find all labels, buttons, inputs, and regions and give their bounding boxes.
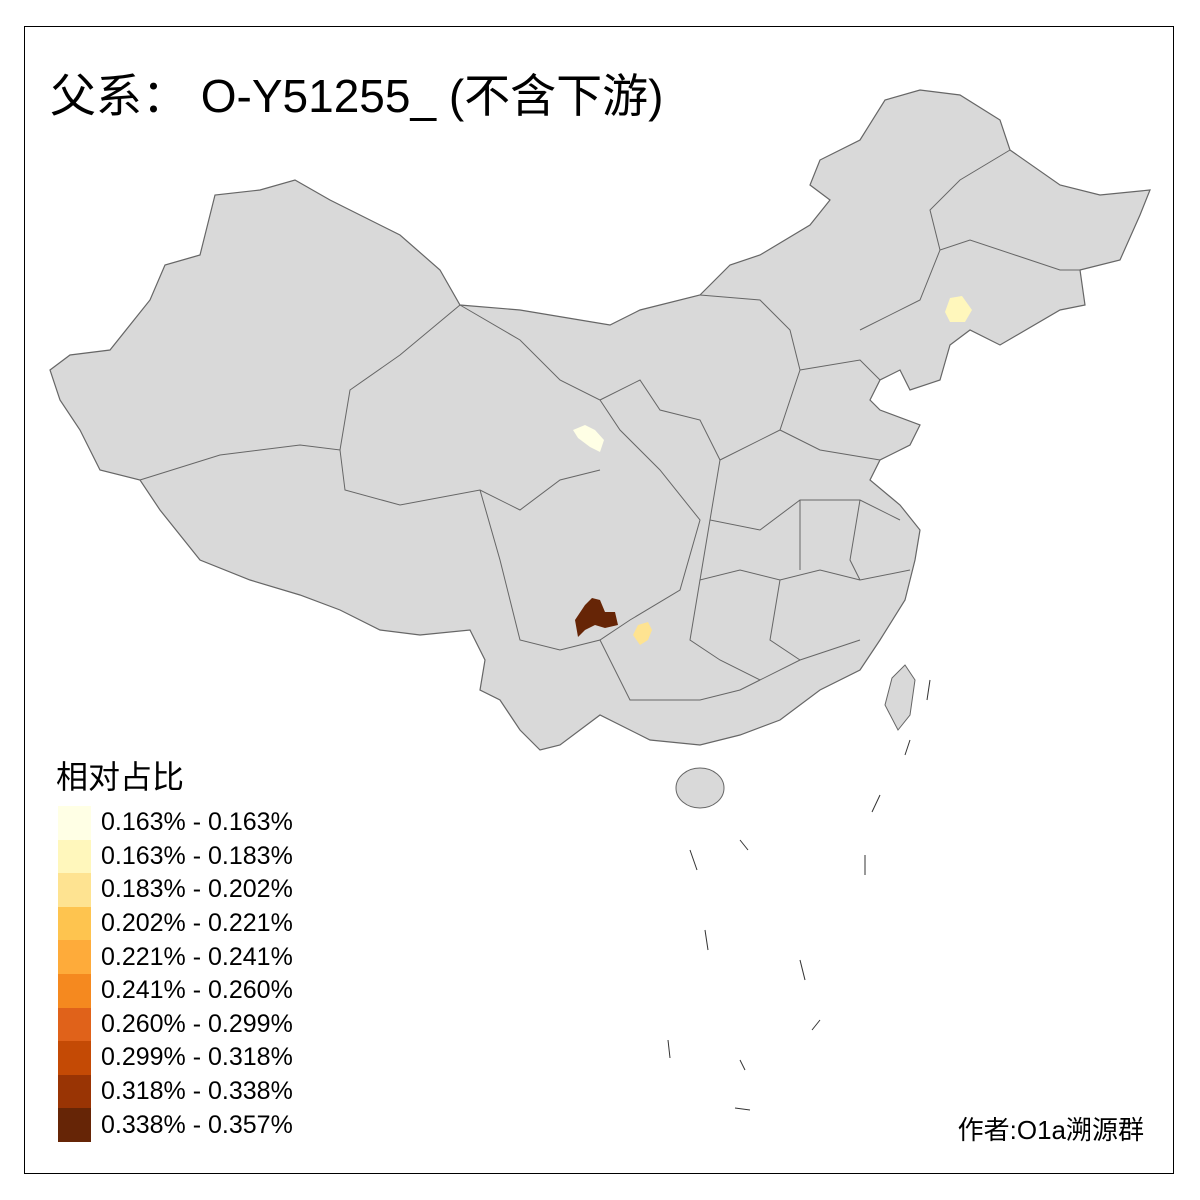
legend-swatch: [58, 940, 91, 974]
hainan-island: [675, 767, 725, 809]
legend-label: 0.163% - 0.163%: [101, 808, 293, 837]
legend-swatch: [58, 873, 91, 907]
legend-label: 0.163% - 0.183%: [101, 841, 293, 870]
map-title: 父系： O-Y51255_ (不含下游): [50, 70, 664, 122]
legend-item: 0.183% - 0.202%: [58, 873, 293, 907]
legend-label: 0.221% - 0.241%: [101, 942, 293, 971]
legend-label: 0.241% - 0.260%: [101, 976, 293, 1005]
legend-item: 0.318% - 0.338%: [58, 1074, 293, 1109]
legend-item: 0.163% - 0.163%: [58, 806, 293, 840]
legend-swatch: [58, 839, 91, 874]
province-borders: [139, 149, 1080, 701]
author-credit: 作者:O1a溯源群: [957, 1115, 1144, 1145]
legend-item: 0.260% - 0.299%: [58, 1007, 293, 1042]
legend-swatch: [58, 1007, 91, 1042]
legend-item: 0.202% - 0.221%: [58, 906, 293, 941]
legend-item: 0.241% - 0.260%: [58, 973, 293, 1008]
legend-title: 相对占比: [56, 759, 185, 795]
legend-label: 0.318% - 0.338%: [101, 1077, 293, 1106]
legend-swatch: [58, 806, 91, 840]
region-bin-1: [573, 425, 604, 452]
legend-label: 0.260% - 0.299%: [101, 1009, 293, 1038]
region-bin-10: [575, 598, 618, 637]
legend-label: 0.299% - 0.318%: [101, 1043, 293, 1072]
legend-item: 0.299% - 0.318%: [58, 1041, 293, 1075]
legend-item: 0.221% - 0.241%: [58, 940, 293, 974]
map-frame: [24, 26, 1174, 1174]
south-sea-islands: [667, 679, 931, 1111]
legend-label: 0.183% - 0.202%: [101, 875, 293, 904]
legend-label: 0.338% - 0.357%: [101, 1110, 293, 1139]
legend-swatch: [58, 1108, 91, 1142]
china-mainland: [49, 89, 1151, 751]
region-bin-2: [945, 296, 972, 322]
region-bin-3: [633, 622, 652, 645]
taiwan-island: [884, 664, 916, 731]
legend-swatch: [58, 1041, 91, 1075]
legend-label: 0.202% - 0.221%: [101, 909, 293, 938]
legend-swatch: [58, 1074, 91, 1109]
legend-item: 0.163% - 0.183%: [58, 839, 293, 874]
legend-swatch: [58, 906, 91, 941]
legend-item: 0.338% - 0.357%: [58, 1108, 293, 1142]
legend-swatch: [58, 973, 91, 1008]
legend: 0.163% - 0.163% 0.163% - 0.183% 0.183% -…: [58, 806, 293, 1142]
